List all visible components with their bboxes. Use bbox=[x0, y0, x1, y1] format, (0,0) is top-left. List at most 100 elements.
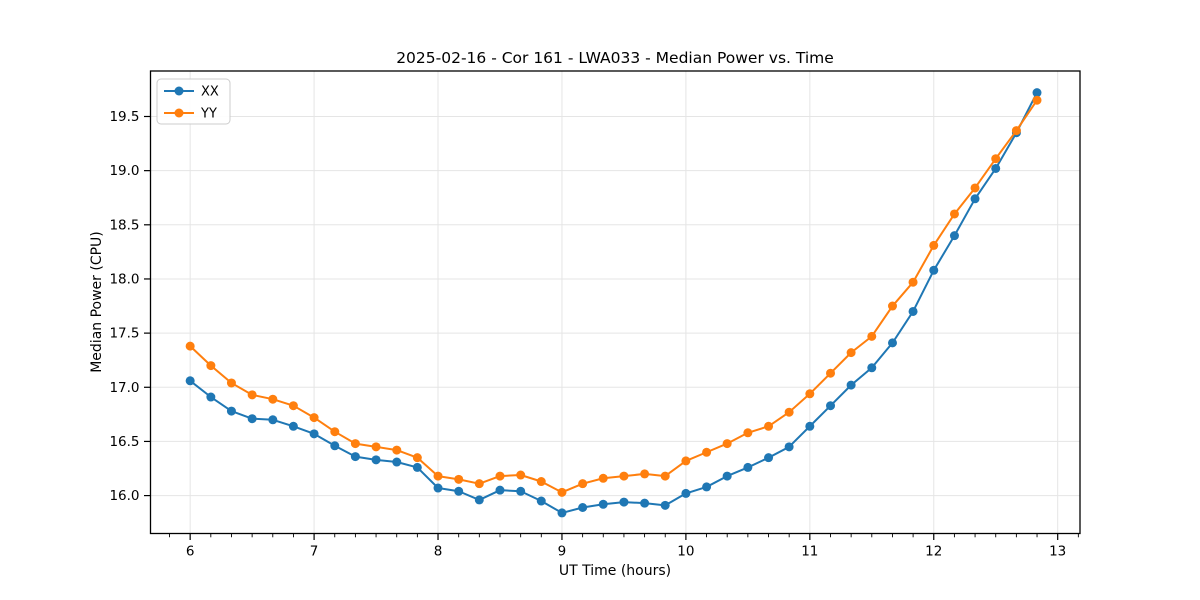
series-xx-marker bbox=[371, 455, 381, 465]
series-yy-marker bbox=[247, 390, 257, 400]
y-tick-label: 17.0 bbox=[109, 380, 139, 396]
series-yy-marker bbox=[474, 479, 484, 489]
series-yy-marker bbox=[371, 442, 381, 452]
series-xx-marker bbox=[516, 486, 526, 496]
series-yy-marker bbox=[991, 154, 1001, 164]
y-axis-label-text: Median Power (CPU) bbox=[89, 231, 105, 373]
legend-sample-marker bbox=[174, 86, 184, 96]
x-tick-label: 8 bbox=[434, 544, 443, 560]
series-xx-marker bbox=[826, 401, 836, 411]
series-yy-marker bbox=[516, 470, 526, 480]
series-xx-marker bbox=[495, 485, 505, 495]
series-yy-marker bbox=[640, 469, 650, 479]
x-tick-label: 13 bbox=[1049, 544, 1066, 560]
y-tick-label: 19.5 bbox=[109, 109, 139, 125]
series-xx-marker bbox=[846, 380, 856, 390]
series-xx-marker bbox=[702, 482, 712, 492]
series-xx-marker bbox=[929, 265, 939, 275]
series-xx-marker bbox=[784, 442, 794, 452]
series-yy-marker bbox=[557, 487, 567, 497]
series-yy-marker bbox=[206, 361, 216, 371]
series-xx-marker bbox=[557, 508, 567, 518]
series-xx-marker bbox=[908, 306, 918, 316]
series-xx-marker bbox=[536, 496, 546, 506]
legend-label: YY bbox=[200, 107, 217, 122]
series-xx-marker bbox=[949, 231, 959, 241]
series-yy-marker bbox=[185, 341, 195, 351]
series-xx-marker bbox=[433, 483, 443, 493]
series-xx-line bbox=[189, 92, 1038, 514]
series-xx-marker bbox=[309, 429, 319, 439]
series-yy-marker bbox=[1011, 126, 1021, 136]
series-yy-marker bbox=[433, 471, 443, 481]
series-xx-marker bbox=[722, 471, 732, 481]
legend-box bbox=[156, 78, 231, 125]
chart-title: 2025-02-16 - Cor 161 - LWA033 - Median P… bbox=[396, 49, 834, 67]
series-xx-marker bbox=[619, 497, 629, 507]
series-xx-marker bbox=[226, 406, 236, 416]
series-yy-marker bbox=[784, 407, 794, 417]
legend-sample-marker bbox=[174, 108, 184, 118]
series-yy-marker bbox=[743, 428, 753, 438]
series-yy-marker bbox=[764, 421, 774, 431]
series-yy-marker bbox=[970, 183, 980, 193]
series-xx-marker bbox=[412, 462, 422, 472]
x-tick-label: 9 bbox=[558, 544, 567, 560]
legend-label: XX bbox=[201, 85, 219, 100]
series-yy-marker bbox=[392, 445, 402, 455]
x-tick-label: 7 bbox=[310, 544, 319, 560]
series-xx-marker bbox=[268, 415, 278, 425]
series-yy-marker bbox=[350, 439, 360, 449]
plot-border bbox=[149, 70, 1081, 535]
series-xx-marker bbox=[681, 488, 691, 498]
series-yy-marker bbox=[536, 477, 546, 487]
series-xx-marker bbox=[887, 338, 897, 348]
series-yy-marker bbox=[412, 453, 422, 463]
series-yy-marker bbox=[1032, 95, 1042, 105]
series-yy-marker bbox=[268, 394, 278, 404]
series-xx-marker bbox=[867, 363, 877, 373]
series-yy-marker bbox=[619, 471, 629, 481]
x-axis-label: UT Time (hours) bbox=[558, 563, 672, 579]
x-tick-label: 12 bbox=[925, 544, 942, 560]
series-xx-marker bbox=[640, 498, 650, 508]
series-yy-marker bbox=[929, 240, 939, 250]
series-yy-marker bbox=[226, 378, 236, 388]
series-xx-marker bbox=[350, 452, 360, 462]
series-xx-marker bbox=[206, 392, 216, 402]
y-tick-label: 17.5 bbox=[109, 326, 139, 342]
series-yy-marker bbox=[309, 413, 319, 423]
series-xx-marker bbox=[991, 163, 1001, 173]
series-xx-marker bbox=[330, 441, 340, 451]
series-xx-marker bbox=[578, 503, 588, 512]
series-xx-marker bbox=[474, 495, 484, 505]
series-yy-marker bbox=[495, 471, 505, 481]
series-yy-marker bbox=[949, 209, 959, 219]
series-xx-marker bbox=[970, 194, 980, 204]
series-xx-marker bbox=[288, 421, 298, 431]
series-yy-marker bbox=[826, 368, 836, 378]
series-yy-marker bbox=[867, 331, 877, 341]
series-xx-marker bbox=[247, 414, 257, 424]
series-yy-marker bbox=[454, 474, 464, 484]
series-yy-marker bbox=[908, 277, 918, 287]
y-tick-label: 18.5 bbox=[109, 217, 139, 233]
series-yy-marker bbox=[578, 479, 588, 489]
series-yy-marker bbox=[887, 301, 897, 311]
series-xx-marker bbox=[743, 462, 753, 472]
series-xx-marker bbox=[185, 376, 195, 386]
series-xx-marker bbox=[805, 421, 815, 431]
x-tick-label: 10 bbox=[677, 544, 694, 560]
series-yy-marker bbox=[598, 473, 608, 483]
series-xx-marker bbox=[454, 486, 464, 496]
series-xx-marker bbox=[660, 500, 670, 510]
series-xx-marker bbox=[1032, 88, 1042, 98]
x-tick-label: 6 bbox=[186, 544, 195, 560]
series-yy-marker bbox=[330, 427, 340, 437]
y-tick-label: 16.0 bbox=[109, 488, 139, 504]
series-yy-marker bbox=[805, 389, 815, 399]
x-tick-label: 11 bbox=[801, 544, 818, 560]
y-tick-label: 19.0 bbox=[109, 163, 139, 179]
